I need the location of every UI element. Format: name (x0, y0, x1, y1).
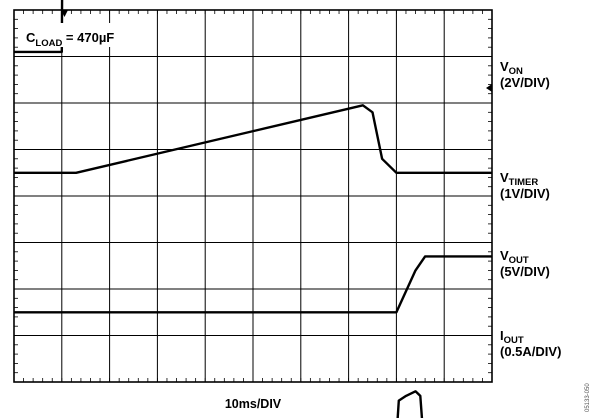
svg-text:VON: VON (500, 59, 523, 77)
trace-von (14, 0, 64, 54)
series-name-vout: V (500, 248, 509, 263)
trace-iout (396, 390, 424, 418)
channel-label-von: VON (2V/DIV) (500, 59, 550, 90)
series-scale-iout: (0.5A/DIV) (500, 344, 561, 359)
figure-id: 05133-050 (585, 383, 591, 412)
channel-label-vtimer: VTIMER (1V/DIV) (500, 170, 550, 201)
load-annotation: CLOAD = 470µF (26, 30, 114, 49)
trigger-marker-icon (61, 10, 68, 17)
channel-label-iout: IOUT (0.5A/DIV) (500, 328, 561, 359)
svg-text:VTIMER: VTIMER (500, 170, 538, 188)
x-axis-label: 10ms/DIV (225, 397, 282, 411)
series-name-vtimer: V (500, 170, 509, 185)
svg-text:IOUT: IOUT (500, 328, 524, 346)
series-scale-vtimer: (1V/DIV) (500, 186, 550, 201)
channel-label-vout: VOUT (5V/DIV) (500, 248, 550, 279)
plot-border (13, 9, 493, 383)
series-scale-vout: (5V/DIV) (500, 264, 550, 279)
series-name-von: V (500, 59, 509, 74)
ground-marker-icon (486, 84, 492, 92)
trace-vtimer (14, 104, 492, 175)
traces (14, 0, 492, 418)
grid (13, 9, 493, 383)
annotation-box (22, 23, 152, 47)
series-scale-von: (2V/DIV) (500, 75, 550, 90)
series-name-iout: I (500, 328, 504, 343)
svg-text:VOUT: VOUT (500, 248, 529, 266)
trace-vout (14, 255, 492, 314)
